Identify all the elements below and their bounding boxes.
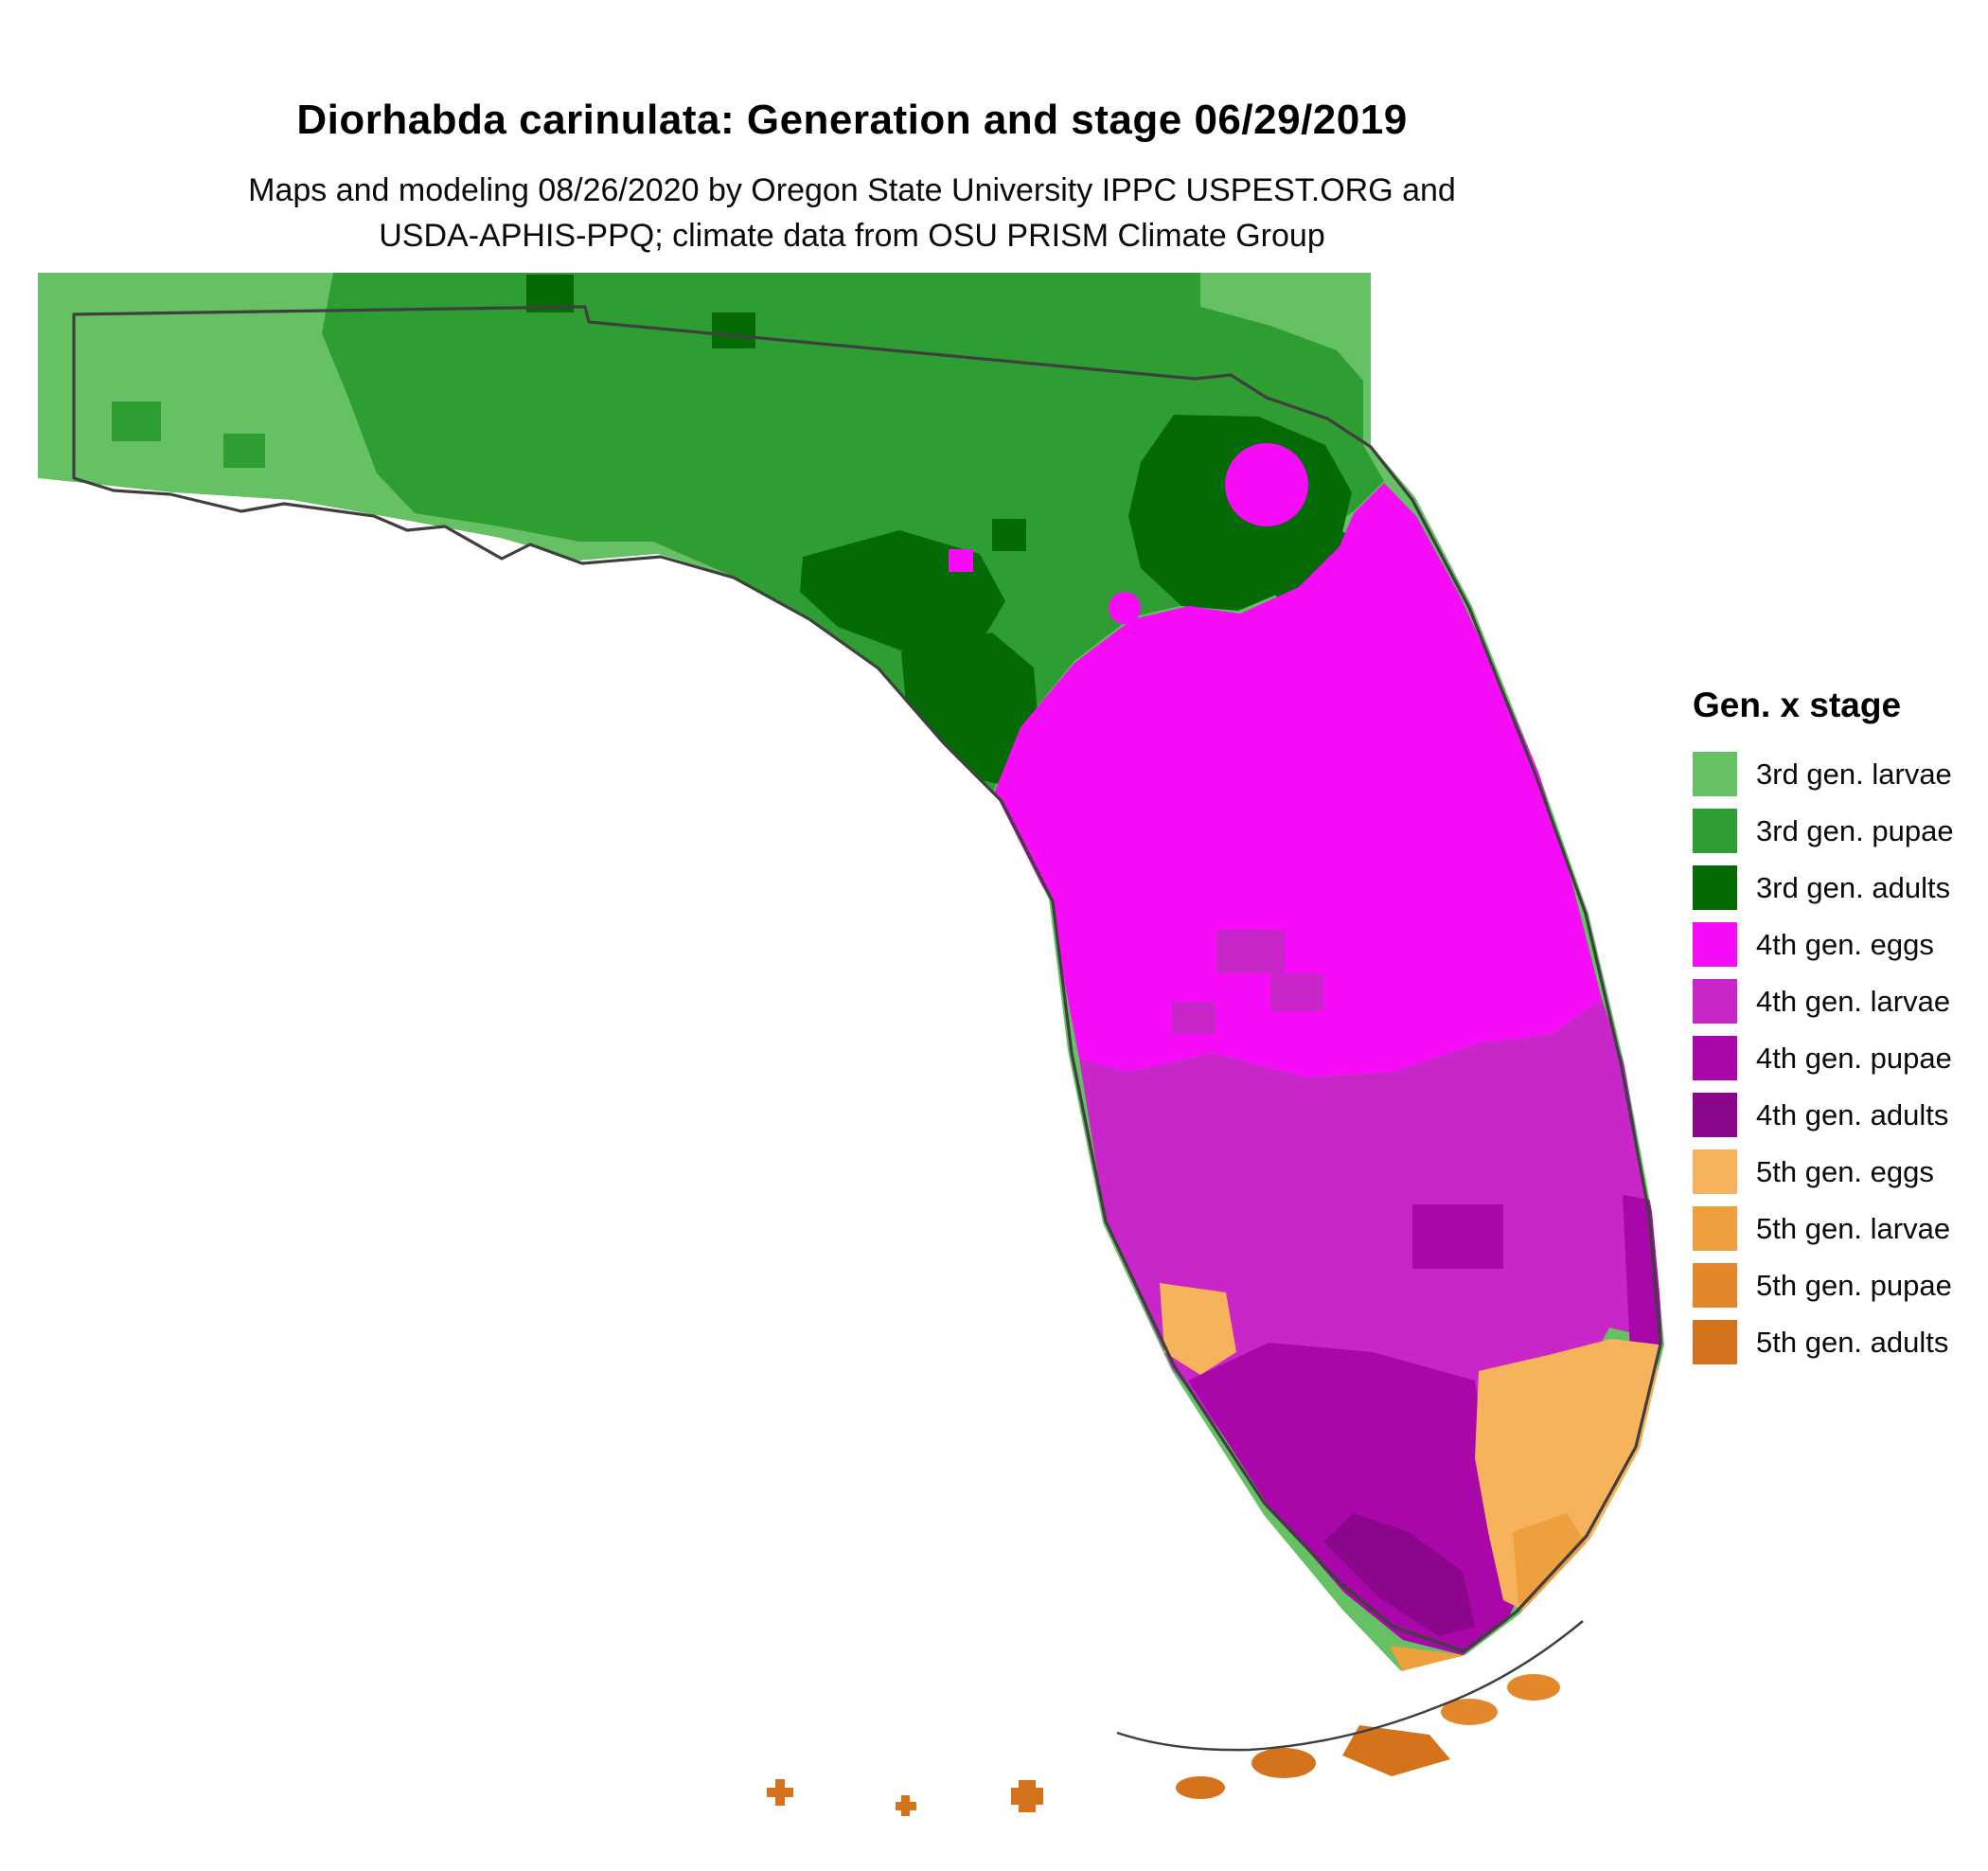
legend-item-label: 4th gen. pupae [1756,1041,1952,1075]
region-4th-gen-larvae-patch [1270,973,1323,1011]
region-4th-gen-adults [1323,1513,1475,1636]
legend-item: 5th gen. adults [1693,1320,1986,1364]
legend-item: 4th gen. adults [1693,1093,1986,1137]
legend-item-label: 4th gen. adults [1756,1097,1949,1132]
legend-swatch [1693,1149,1737,1194]
state-boundary-line [72,305,1662,1653]
legend-swatch [1693,865,1737,910]
region-5th-gen-adults-key [1342,1725,1450,1776]
region-4th-gen-larvae-patch [1172,1002,1216,1034]
legend-item: 5th gen. eggs [1693,1149,1986,1194]
legend-item: 3rd gen. larvae [1693,752,1986,796]
legend-swatch [1693,1036,1737,1080]
legend-item: 4th gen. pupae [1693,1036,1986,1080]
legend-item: 4th gen. eggs [1693,922,1986,967]
region-4th-gen-eggs-spot [949,549,973,572]
region-5th-gen-pupae-key [1507,1674,1560,1701]
region-4th-gen-pupae-patch [1412,1204,1503,1269]
region-3rd-gen-pupae-patch [112,401,161,441]
region-4th-gen-eggs [983,483,1602,1078]
legend-item-label: 5th gen. adults [1756,1325,1949,1359]
legend-item: 3rd gen. pupae [1693,809,1986,853]
region-5th-gen-eggs-west-patch [1160,1283,1236,1375]
region-5th-gen-adults-key [901,1795,910,1816]
legend-swatch [1693,752,1737,796]
region-5th-gen-adults-key [1176,1776,1225,1799]
region-3rd-gen-pupae-patch [223,434,265,468]
region-4th-gen-eggs-spot [1109,592,1141,624]
legend-item-label: 5th gen. pupae [1756,1268,1952,1302]
region-5th-gen-adults-key [775,1779,785,1806]
region-3rd-gen-adults-patch [992,519,1026,551]
legend-swatch [1693,922,1737,967]
legend-swatch [1693,1206,1737,1251]
region-4th-gen-pupae-coast-strip [1623,1195,1662,1352]
region-3rd-gen-adults-patch [712,312,755,348]
region-5th-gen-pupae-key [1441,1699,1498,1725]
legend-item-label: 3rd gen. adults [1756,870,1951,904]
legend-item: 4th gen. larvae [1693,979,1986,1024]
subtitle-line-2: USDA-APHIS-PPQ; climate data from OSU PR… [379,217,1325,254]
legend-swatch [1693,979,1737,1024]
legend-item: 5th gen. pupae [1693,1263,1986,1308]
region-5th-gen-eggs [1475,1339,1659,1612]
legend-item-label: 4th gen. eggs [1756,927,1934,961]
legend-item-label: 4th gen. larvae [1756,984,1951,1018]
legend-swatch [1693,1320,1737,1364]
region-5th-gen-adults-key [1011,1788,1043,1805]
legend-item: 5th gen. larvae [1693,1206,1986,1251]
region-4th-gen-eggs-spot [1225,443,1308,526]
keys-boundary-line [1116,1620,1584,1752]
region-4th-gen-larvae-patch [1216,930,1285,973]
legend-swatch [1693,1263,1737,1308]
subtitle-line-1: Maps and modeling 08/26/2020 by Oregon S… [248,172,1456,208]
legend: Gen. x stage 3rd gen. larvae 3rd gen. pu… [1693,686,1986,1377]
legend-item-label: 3rd gen. pupae [1756,813,1954,847]
legend-swatch [1693,809,1737,853]
legend-item-label: 5th gen. larvae [1756,1211,1951,1245]
map-title: Diorhabda carinulata: Generation and sta… [296,97,1408,143]
legend-item-label: 3rd gen. larvae [1756,757,1952,791]
legend-title: Gen. x stage [1693,686,1902,724]
legend-item-label: 5th gen. eggs [1756,1154,1934,1188]
region-5th-gen-adults-key [1251,1748,1316,1778]
legend-items: 3rd gen. larvae 3rd gen. pupae 3rd gen. … [1693,752,1986,1364]
legend-item: 3rd gen. adults [1693,865,1986,910]
map-subtitle: Maps and modeling 08/26/2020 by Oregon S… [57,169,1647,258]
legend-swatch [1693,1093,1737,1137]
